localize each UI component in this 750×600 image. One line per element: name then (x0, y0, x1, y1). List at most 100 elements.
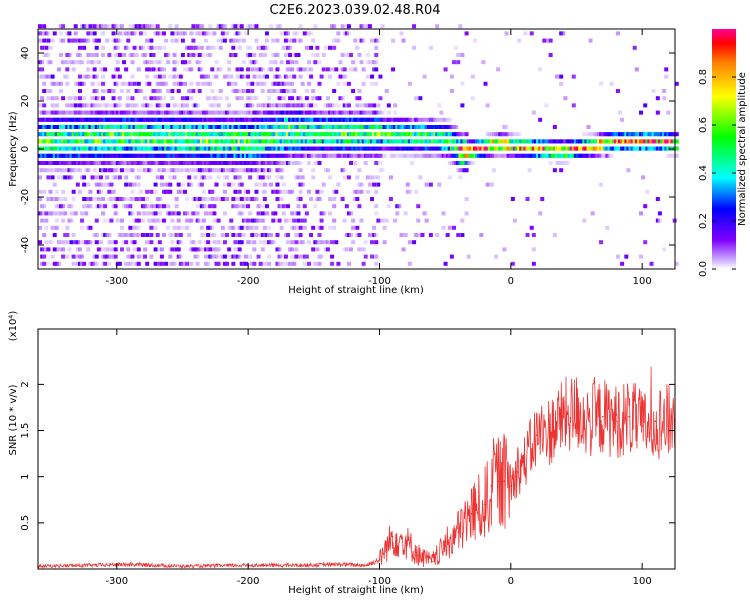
heatmap-cell (88, 110, 93, 115)
heatmap-cell (90, 153, 95, 158)
heatmap-cell (63, 74, 68, 79)
heatmap-cell (321, 139, 326, 144)
heatmap-cell (101, 74, 106, 79)
heatmap-cell (405, 153, 410, 158)
heatmap-cell (107, 254, 112, 259)
heatmap-cell (149, 45, 154, 50)
heatmap-cell (264, 233, 269, 237)
heatmap-cell (258, 139, 263, 144)
heatmap-cell (248, 161, 253, 165)
heatmap-cell (309, 132, 314, 137)
heatmap-cell (119, 168, 124, 173)
heatmap-cell (628, 132, 633, 137)
heatmap-cell (281, 139, 286, 144)
heatmap-cell (311, 153, 316, 158)
heatmap-cell (143, 153, 148, 158)
heatmap-cell (149, 240, 154, 245)
heatmap-cell (54, 204, 59, 209)
heatmap-cell (300, 139, 305, 144)
heatmap-cell (617, 146, 622, 151)
heatmap-cell (119, 197, 124, 201)
heatmap-cell (313, 240, 318, 245)
heatmap-cell (332, 89, 337, 93)
heatmap-cell (98, 240, 103, 245)
heatmap-cell (359, 132, 364, 137)
heatmap-cell (342, 132, 347, 137)
heatmap-cell (315, 132, 320, 137)
heatmap-cell (531, 247, 536, 252)
heatmap-cell (428, 125, 433, 129)
heatmap-cell (489, 139, 494, 144)
heatmap-cell (239, 168, 244, 173)
heatmap-cell (231, 89, 236, 93)
heatmap-cell (128, 182, 133, 187)
heatmap-cell (143, 31, 148, 36)
heatmap-cell (77, 153, 82, 158)
heatmap-cell (218, 132, 223, 137)
heatmap-cell (306, 103, 311, 108)
heatmap-cell (107, 197, 112, 201)
heatmap-cell (105, 146, 110, 151)
heatmap-cell (275, 81, 280, 86)
heatmap-cell (159, 254, 164, 259)
heatmap-cell (372, 67, 377, 72)
heatmap-cell (94, 38, 99, 43)
heatmap-cell (59, 31, 64, 36)
heatmap-cell (435, 153, 440, 158)
heatmap-cell (283, 261, 288, 266)
heatmap-cell (54, 197, 59, 201)
heatmap-cell (290, 125, 295, 129)
heatmap-cell (185, 110, 190, 115)
heatmap-cell (101, 110, 106, 115)
heatmap-cell (256, 81, 261, 86)
heatmap-cell (332, 197, 337, 201)
heatmap-cell (351, 240, 356, 245)
heatmap-cell (370, 117, 375, 122)
heatmap-cell (119, 125, 124, 129)
heatmap-cell (449, 139, 454, 144)
heatmap-cell (273, 146, 278, 151)
heatmap-cell (132, 182, 137, 187)
heatmap-cell (260, 247, 265, 252)
heatmap-cell (496, 132, 501, 137)
heatmap-cell (164, 53, 169, 57)
heatmap-cell (84, 153, 89, 158)
x-tick-label: -100 (368, 276, 391, 287)
heatmap-cell (376, 139, 381, 144)
heatmap-cell (563, 96, 568, 101)
heatmap-cell (126, 103, 131, 108)
heatmap-cell (412, 240, 417, 245)
heatmap-cell (279, 168, 284, 173)
heatmap-cell (185, 132, 190, 137)
heatmap-cell (443, 153, 448, 158)
heatmap-cell (73, 146, 78, 151)
heatmap-cell (269, 233, 274, 237)
heatmap-cell (420, 233, 425, 237)
heatmap-cell (533, 139, 538, 144)
heatmap-cell (384, 146, 389, 151)
heatmap-cell (292, 146, 297, 151)
heatmap-cell (208, 189, 213, 194)
heatmap-cell (166, 117, 171, 122)
snr-point (181, 565, 184, 568)
heatmap-cell (456, 153, 461, 158)
heatmap-cell (615, 89, 620, 93)
heatmap-cell (63, 161, 68, 165)
heatmap-cell (300, 125, 305, 129)
heatmap-cell (351, 153, 356, 158)
heatmap-cell (302, 110, 307, 115)
heatmap-cell (46, 60, 51, 65)
heatmap-cell (182, 110, 187, 115)
heatmap-cell (73, 110, 78, 115)
heatmap-cell (349, 53, 354, 57)
heatmap-cell (388, 175, 393, 180)
heatmap-cell (88, 189, 93, 194)
heatmap-cell (105, 117, 110, 122)
heatmap-cell (357, 110, 362, 115)
heatmap-cell (376, 218, 381, 223)
heatmap-cell (214, 125, 219, 129)
heatmap-cell (113, 67, 118, 72)
heatmap-cell (319, 189, 324, 194)
heatmap-cell (361, 38, 366, 43)
heatmap-cell (77, 261, 82, 266)
